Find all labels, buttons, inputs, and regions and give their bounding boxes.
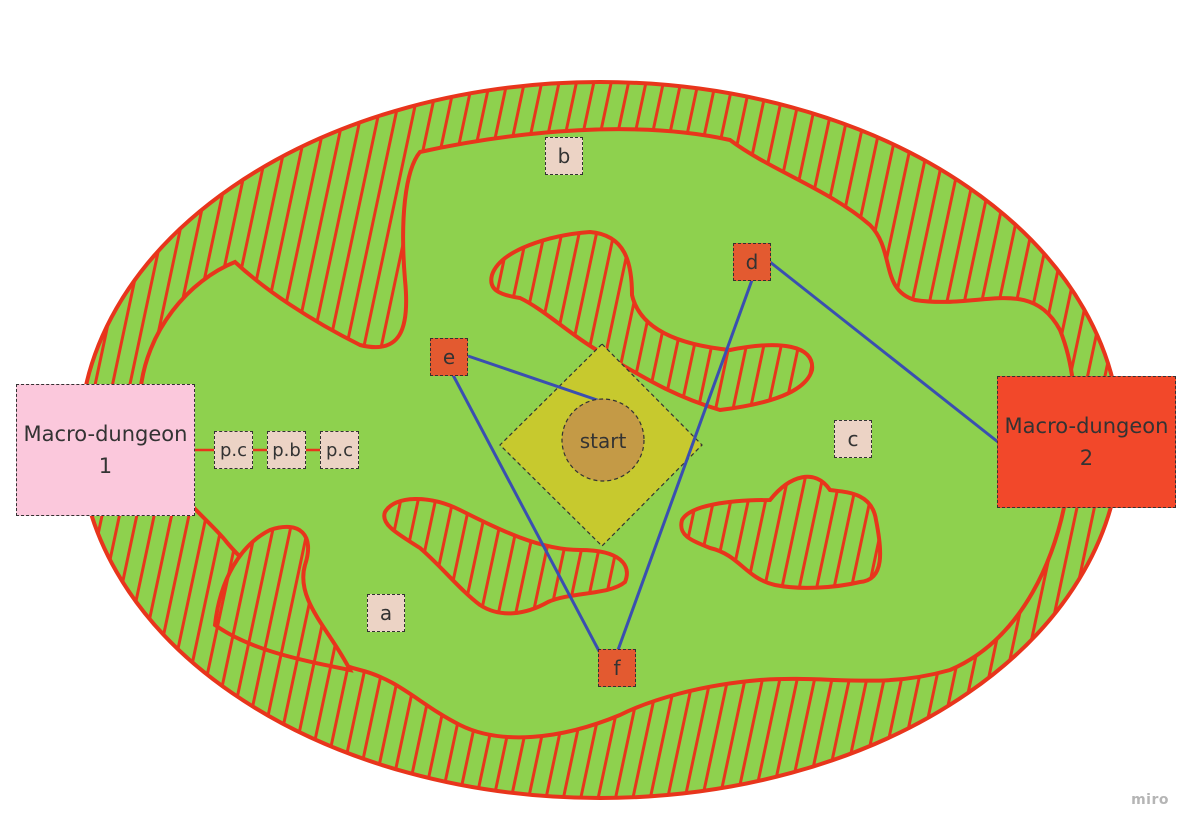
room-pb[interactable]: p.b: [267, 431, 306, 469]
hatched-island-right: [679, 474, 883, 590]
hatched-island-top: [489, 229, 815, 413]
macro-dungeon-2[interactable]: Macro-dungeon 2: [997, 376, 1176, 508]
room-b[interactable]: b: [545, 137, 583, 175]
room-d[interactable]: d: [733, 243, 771, 281]
room-f[interactable]: f: [598, 649, 636, 687]
room-a[interactable]: a: [367, 594, 405, 632]
room-c[interactable]: c: [834, 420, 872, 458]
hatched-bump-left: [212, 524, 354, 673]
room-e[interactable]: e: [430, 338, 468, 376]
link-e-start: [467, 354, 604, 404]
link-f-d: [616, 279, 754, 651]
miro-watermark: miro: [1131, 792, 1169, 808]
macro-dungeon-1[interactable]: Macro-dungeon 1: [16, 384, 195, 516]
links: [451, 260, 999, 669]
start-node: [561, 398, 645, 482]
hatched-island-bottom-left: [382, 497, 629, 616]
link-d-macro2: [769, 260, 999, 444]
link-e-f: [451, 374, 610, 669]
room-pc-1[interactable]: p.c: [214, 431, 253, 469]
start-label: start: [580, 429, 627, 453]
room-pc-2[interactable]: p.c: [320, 431, 359, 469]
